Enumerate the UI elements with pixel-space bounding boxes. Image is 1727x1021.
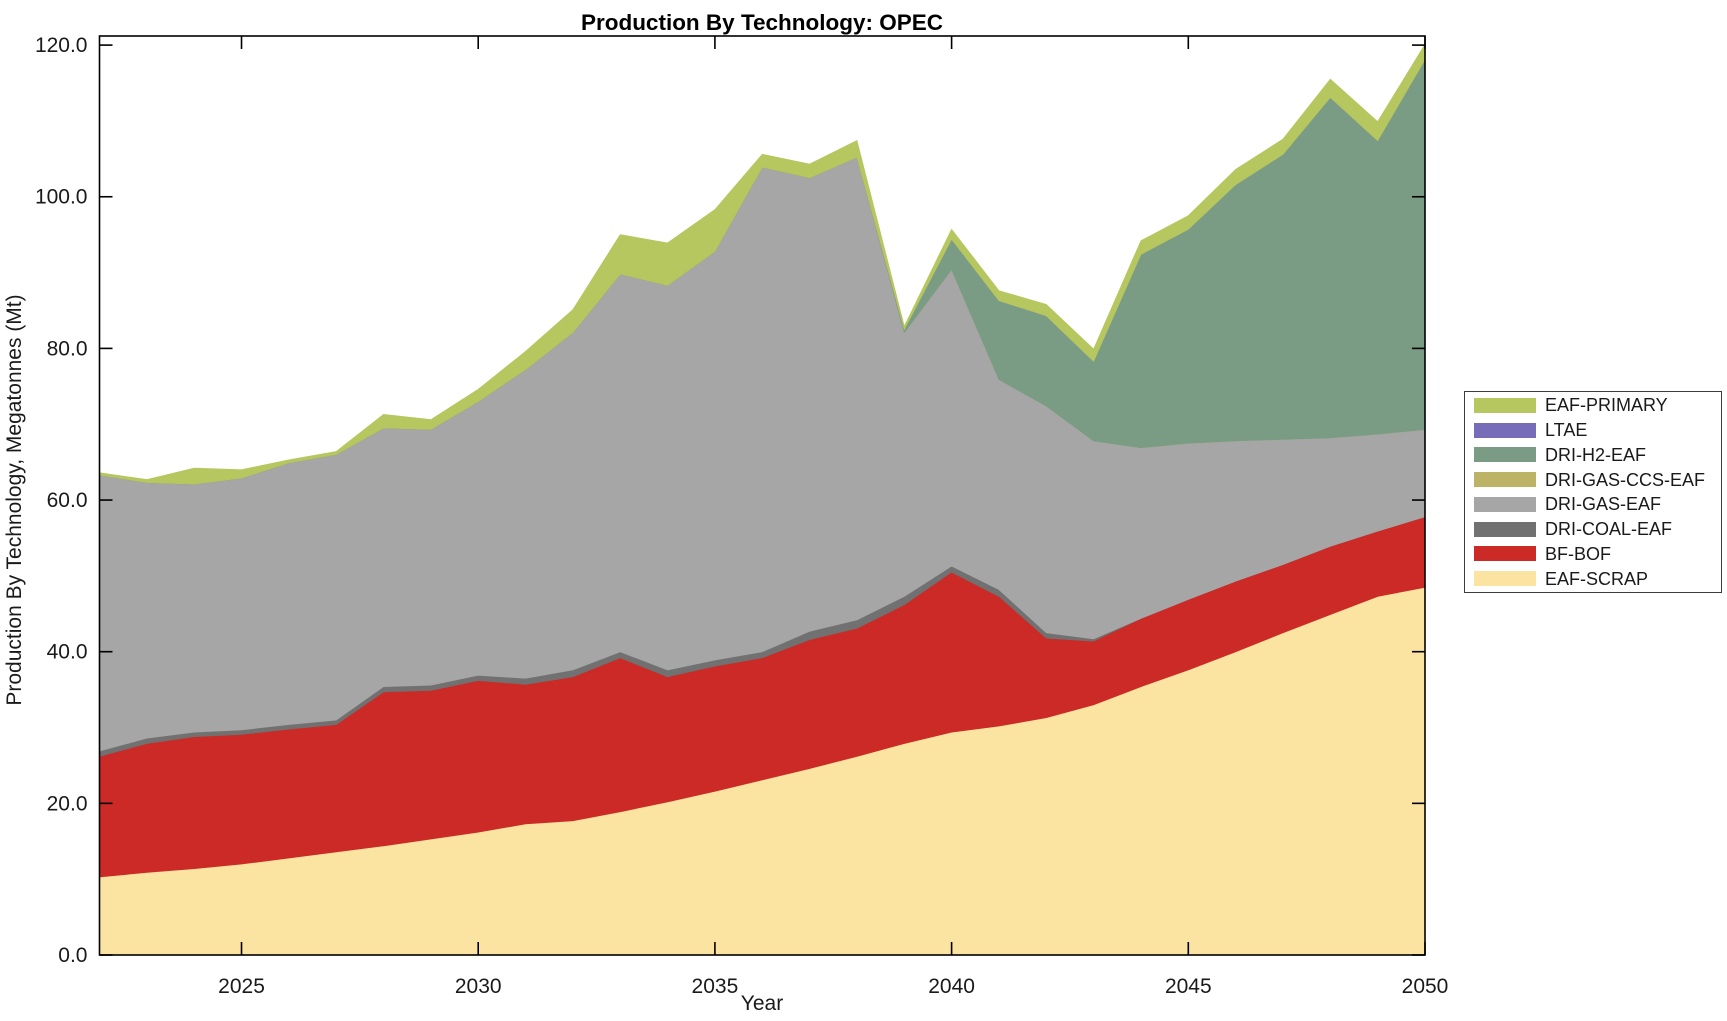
legend-label: DRI-GAS-CCS-EAF [1545, 469, 1706, 490]
legend-swatch-icon [1474, 521, 1536, 537]
stacked-areas [99, 42, 1426, 956]
x-tick-label: 2045 [1165, 975, 1212, 998]
axis-ticks [99, 36, 1426, 956]
legend-item-LTAE: LTAE [1474, 418, 1721, 443]
legend-label: DRI-GAS-EAF [1545, 494, 1662, 515]
y-tick-label: 60.0 [47, 489, 88, 512]
legend-swatch-icon [1474, 422, 1536, 438]
x-tick-label: 2040 [928, 975, 975, 998]
legend-item-EAF-PRIMARY: EAF-PRIMARY [1474, 393, 1721, 418]
legend-swatch-icon [1474, 397, 1536, 413]
legend-item-DRI-GAS-EAF: DRI-GAS-EAF [1474, 492, 1721, 517]
y-tick-label: 0.0 [58, 944, 87, 967]
legend-item-DRI-COAL-EAF: DRI-COAL-EAF [1474, 517, 1721, 542]
chart-title: Production By Technology: OPEC [581, 10, 943, 35]
legend-item-DRI-H2-EAF: DRI-H2-EAF [1474, 442, 1721, 467]
legend-item-EAF-SCRAP: EAF-SCRAP [1474, 566, 1721, 591]
y-tick-label: 20.0 [47, 792, 88, 815]
legend-item-DRI-GAS-CCS-EAF: DRI-GAS-CCS-EAF [1474, 467, 1721, 492]
legend-swatch-icon [1474, 571, 1536, 587]
x-tick-label: 2050 [1402, 975, 1449, 998]
legend: EAF-PRIMARY LTAE DRI-H2-EAF DRI-GAS-CCS-EAF… [1464, 391, 1722, 593]
legend-swatch-icon [1474, 496, 1536, 512]
x-tick-label: 2035 [692, 975, 739, 998]
legend-swatch-icon [1474, 472, 1536, 488]
y-tick-label: 80.0 [47, 337, 88, 360]
y-tick-label: 100.0 [35, 186, 88, 209]
legend-label: BF-BOF [1545, 543, 1611, 564]
y-tick-label: 40.0 [47, 641, 88, 664]
legend-swatch-icon [1474, 546, 1536, 562]
legend-label: EAF-PRIMARY [1545, 395, 1668, 416]
tick-labels: 2025 2030 2035 2040 2045 2050 0.0 20.0 40.0 60.0 8… [35, 34, 1448, 998]
legend-label: DRI-COAL-EAF [1545, 519, 1673, 540]
legend-item-BF-BOF: BF-BOF [1474, 542, 1721, 567]
axes-box [98, 35, 1426, 956]
x-tick-label: 2030 [455, 975, 502, 998]
legend-label: EAF-SCRAP [1545, 568, 1649, 589]
y-axis-label: Production By Technology, Megatonnes (Mt… [3, 294, 26, 705]
legend-label: DRI-H2-EAF [1545, 444, 1647, 465]
legend-label: LTAE [1545, 420, 1588, 440]
x-axis-label: Year [741, 992, 783, 1015]
x-tick-label: 2025 [218, 975, 265, 998]
y-tick-label: 120.0 [35, 34, 88, 57]
legend-swatch-icon [1474, 447, 1536, 463]
